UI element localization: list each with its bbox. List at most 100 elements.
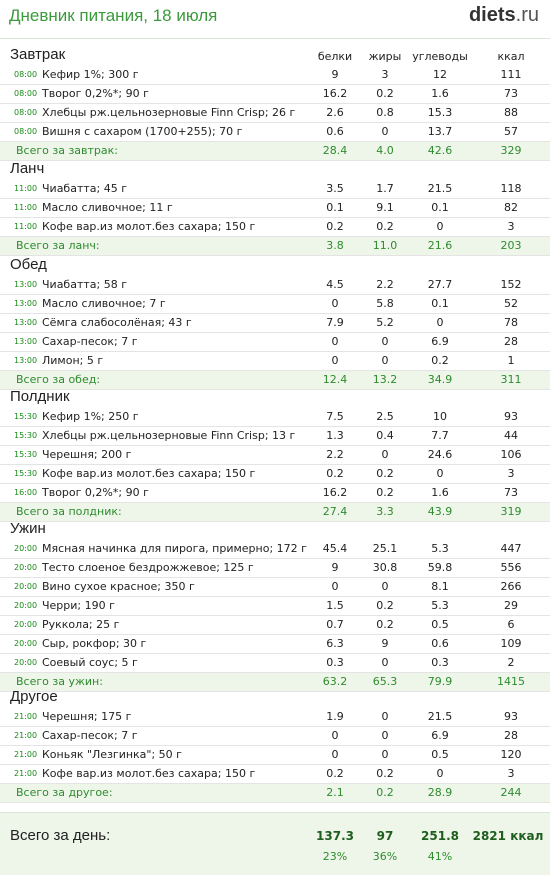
meal-total-label: Всего за ужин: xyxy=(16,675,103,688)
food-row: 08:00 Вишня с сахаром (1700+255); 70 г 0.6… xyxy=(0,123,550,142)
food-name: Масло сливочное; 11 г xyxy=(42,201,173,214)
food-protein: 16.2 xyxy=(322,87,348,100)
food-carbs: 59.8 xyxy=(427,561,453,574)
meal-total-protein: 27.4 xyxy=(322,505,348,518)
food-time: 21:00 xyxy=(14,750,38,759)
food-fat: 0.2 xyxy=(376,618,394,631)
food-protein: 0.1 xyxy=(326,201,344,214)
meal-header: Завтрак белки жиры углеводы ккал xyxy=(0,44,550,66)
food-time: 20:00 xyxy=(14,658,38,667)
food-name: Творог 0,2%*; 90 г xyxy=(42,87,149,100)
food-row: 13:00 Сёмга слабосолёная; 43 г 7.9 5.2 0 78 xyxy=(0,314,550,333)
food-carbs: 0 xyxy=(436,467,444,480)
column-header-fat: жиры xyxy=(368,50,402,63)
meal-total-fat: 4.0 xyxy=(376,144,394,157)
food-name: Чиабатта; 58 г xyxy=(42,278,127,291)
food-name: Сахар-песок; 7 г xyxy=(42,335,138,348)
food-protein: 1.3 xyxy=(326,429,344,442)
food-protein: 45.4 xyxy=(322,542,348,555)
food-kcal: 6 xyxy=(507,618,515,631)
food-row: 13:00 Сахар-песок; 7 г 0 0 6.9 28 xyxy=(0,333,550,352)
meal-total-label: Всего за другое: xyxy=(16,786,113,799)
food-fat: 30.8 xyxy=(372,561,398,574)
food-row: 11:00 Чиабатта; 45 г 3.5 1.7 21.5 118 xyxy=(0,180,550,199)
food-row: 08:00 Хлебцы рж.цельнозерновые Finn Crisp… xyxy=(0,104,550,123)
meal-total-label: Всего за обед: xyxy=(16,373,101,386)
food-protein: 0 xyxy=(331,580,339,593)
food-kcal: 73 xyxy=(504,87,518,100)
food-carbs: 0.6 xyxy=(431,637,449,650)
meal-total-protein: 3.8 xyxy=(326,239,344,252)
site-logo[interactable]: diets.ru xyxy=(469,4,539,27)
food-name: Масло сливочное; 7 г xyxy=(42,297,166,310)
food-fat: 0 xyxy=(381,580,389,593)
food-time: 20:00 xyxy=(14,582,38,591)
food-row: 15:30 Хлебцы рж.цельнозерновые Finn Crisp… xyxy=(0,427,550,446)
food-kcal: 28 xyxy=(504,729,518,742)
food-time: 11:00 xyxy=(14,184,38,193)
meal-header: Ланч xyxy=(0,158,550,180)
food-carbs: 0.5 xyxy=(431,618,449,631)
food-fat: 0 xyxy=(381,710,389,723)
food-row: 20:00 Вино сухое красное; 350 г 0 0 8.1 266 xyxy=(0,578,550,597)
food-fat: 2.5 xyxy=(376,410,394,423)
meal-total-kcal: 244 xyxy=(500,786,522,799)
food-protein: 1.9 xyxy=(326,710,344,723)
food-row: 15:30 Кефир 1%; 250 г 7.5 2.5 10 93 xyxy=(0,408,550,427)
food-fat: 0 xyxy=(381,125,389,138)
food-carbs: 13.7 xyxy=(427,125,453,138)
food-row: 20:00 Мясная начинка для пирога, примерно… xyxy=(0,540,550,559)
food-fat: 0.4 xyxy=(376,429,394,442)
food-row: 20:00 Тесто слоеное бездрожжевое; 125 г 9 3… xyxy=(0,559,550,578)
food-time: 13:00 xyxy=(14,280,38,289)
food-fat: 0 xyxy=(381,448,389,461)
logo-tld: .ru xyxy=(515,4,539,26)
food-kcal: 73 xyxy=(504,486,518,499)
food-kcal: 109 xyxy=(500,637,522,650)
meal-header: Другое xyxy=(0,686,550,708)
meal-total-fat: 13.2 xyxy=(372,373,398,386)
day-fat-pct: 36% xyxy=(372,850,398,863)
food-name: Черешня; 200 г xyxy=(42,448,132,461)
food-carbs: 5.3 xyxy=(431,599,449,612)
food-kcal: 556 xyxy=(500,561,522,574)
meal-title: Завтрак xyxy=(10,46,66,63)
food-protein: 0.2 xyxy=(326,767,344,780)
food-protein: 1.5 xyxy=(326,599,344,612)
meal-total-label: Всего за полдник: xyxy=(16,505,122,518)
meal-total-row: Всего за обед: 12.4 13.2 34.9 311 xyxy=(0,371,550,390)
meal-total-label: Всего за завтрак: xyxy=(16,144,119,157)
meal-header: Ужин xyxy=(0,518,550,540)
meal-title: Другое xyxy=(10,688,58,705)
food-protein: 6.3 xyxy=(326,637,344,650)
food-row: 13:00 Масло сливочное; 7 г 0 5.8 0.1 52 xyxy=(0,295,550,314)
food-fat: 0 xyxy=(381,748,389,761)
food-time: 15:30 xyxy=(14,469,38,478)
food-carbs: 0 xyxy=(436,220,444,233)
food-protein: 4.5 xyxy=(326,278,344,291)
food-kcal: 1 xyxy=(507,354,515,367)
food-kcal: 447 xyxy=(500,542,522,555)
food-fat: 2.2 xyxy=(376,278,394,291)
page-header: Дневник питания, 18 июля diets.ru xyxy=(0,0,550,39)
food-fat: 0 xyxy=(381,729,389,742)
food-fat: 0.2 xyxy=(376,467,394,480)
food-name: Чиабатта; 45 г xyxy=(42,182,127,195)
food-kcal: 88 xyxy=(504,106,518,119)
meal-total-label: Всего за ланч: xyxy=(16,239,100,252)
meal-total-fat: 11.0 xyxy=(372,239,398,252)
food-time: 08:00 xyxy=(14,70,38,79)
food-protein: 0 xyxy=(331,335,339,348)
meal-total-carbs: 42.6 xyxy=(427,144,453,157)
food-carbs: 0.5 xyxy=(431,748,449,761)
food-kcal: 28 xyxy=(504,335,518,348)
food-name: Кефир 1%; 250 г xyxy=(42,410,139,423)
food-carbs: 0.1 xyxy=(431,201,449,214)
food-fat: 9 xyxy=(381,637,389,650)
food-name: Кефир 1%; 300 г xyxy=(42,68,139,81)
food-time: 13:00 xyxy=(14,299,38,308)
food-kcal: 52 xyxy=(504,297,518,310)
day-total-kcal-unit: ккал xyxy=(510,829,544,843)
food-kcal: 93 xyxy=(504,710,518,723)
food-kcal: 2 xyxy=(507,656,515,669)
